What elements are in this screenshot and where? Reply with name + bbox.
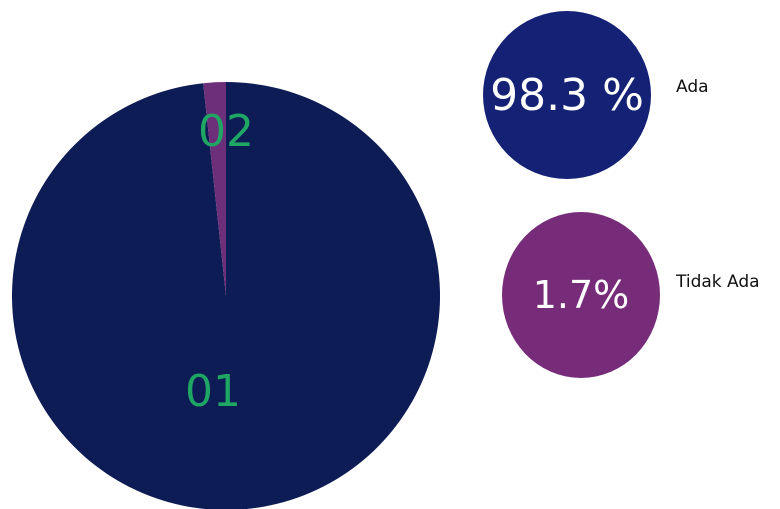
pie-slice-01 [12, 82, 440, 509]
legend-value-ada: 98.3 % [483, 11, 651, 179]
pie-slice-02 [203, 82, 226, 296]
slice-label-02: 02 [198, 106, 254, 157]
pie-slices [12, 82, 440, 509]
legend-label-tidak-ada: Tidak Ada [676, 272, 760, 292]
legend-label-ada: Ada [676, 77, 709, 97]
slice-label-01: 01 [185, 366, 241, 417]
legend-value-tidak-ada: 1.7% [502, 212, 660, 378]
